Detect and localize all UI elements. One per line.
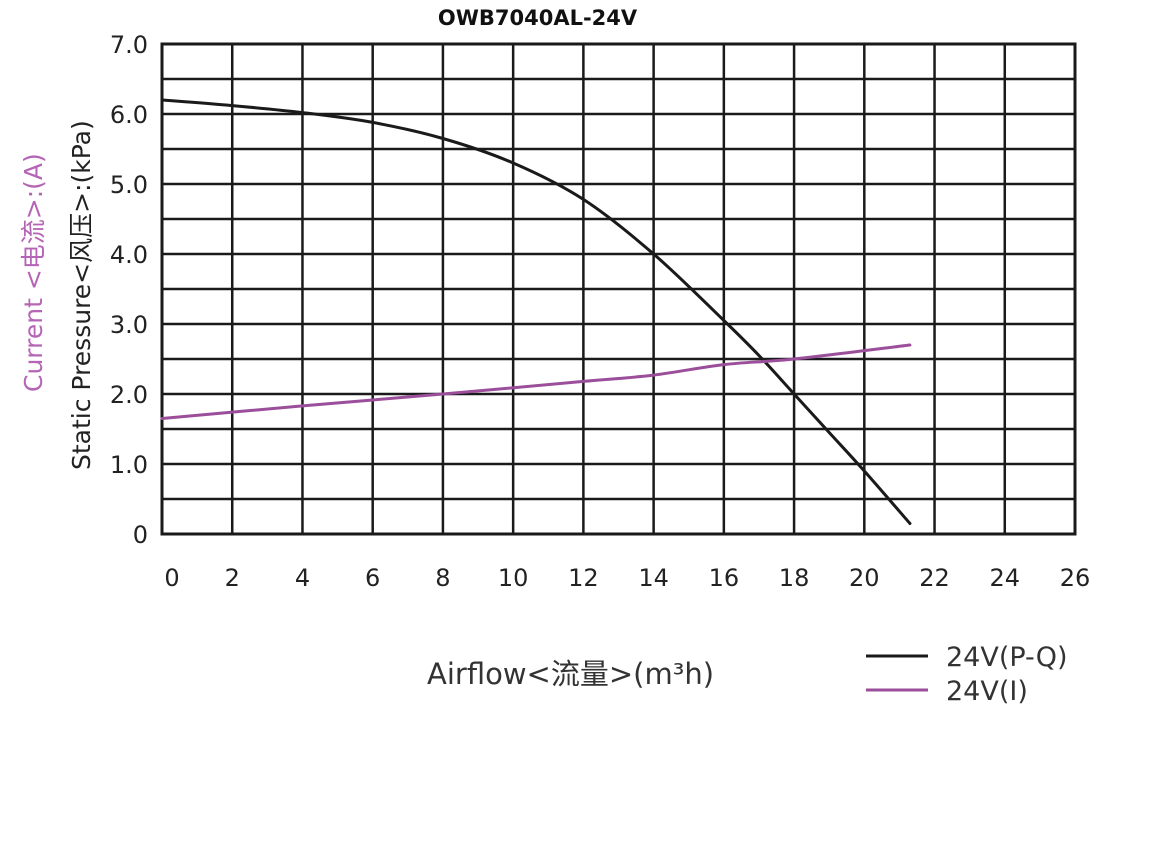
y-tick-label: 0 xyxy=(133,521,148,549)
chart-title: OWB7040AL-24V xyxy=(437,6,638,30)
x-tick-label: 16 xyxy=(709,564,740,592)
y-tick-label: 7.0 xyxy=(110,31,148,59)
y-tick-label: 3.0 xyxy=(110,311,148,339)
y-axis-label: Static Pressure<风压>:(kPa) xyxy=(67,120,96,470)
legend-label-pq: 24V(P-Q) xyxy=(946,642,1068,673)
x-tick-label: 6 xyxy=(365,564,380,592)
y-tick-label: 4.0 xyxy=(110,241,148,269)
series-line-current xyxy=(160,343,912,420)
y-tick-labels: 0 1.0 2.0 3.0 4.0 5.0 6.0 7.0 xyxy=(110,31,148,549)
grid xyxy=(160,42,1077,536)
x-tick-labels: 0 2 4 6 8 10 12 14 16 18 20 22 24 26 xyxy=(164,564,1090,592)
x-tick-label: 26 xyxy=(1060,564,1091,592)
legend-label-current: 24V(I) xyxy=(946,676,1028,707)
y-tick-label: 6.0 xyxy=(110,101,148,129)
x-tick-label: 18 xyxy=(779,564,810,592)
x-tick-label: 20 xyxy=(849,564,880,592)
x-tick-label: 4 xyxy=(295,564,310,592)
x-tick-label: 12 xyxy=(568,564,599,592)
legend: 24V(P-Q) 24V(I) xyxy=(866,642,1068,707)
x-tick-label: 2 xyxy=(225,564,240,592)
x-tick-label: 0 xyxy=(164,564,179,592)
y-tick-label: 1.0 xyxy=(110,451,148,479)
x-tick-label: 10 xyxy=(498,564,529,592)
x-tick-label: 8 xyxy=(435,564,450,592)
x-tick-label: 14 xyxy=(638,564,669,592)
y-tick-label: 2.0 xyxy=(110,381,148,409)
y-axis-label-secondary: Current <电流>:(A) xyxy=(19,153,48,392)
x-tick-label: 24 xyxy=(989,564,1020,592)
y-tick-label: 5.0 xyxy=(110,171,148,199)
series-lines xyxy=(160,98,912,525)
series-line-pq xyxy=(160,98,912,525)
x-tick-label: 22 xyxy=(919,564,950,592)
x-axis-label: Airflow<流量>(m³h) xyxy=(427,657,714,691)
